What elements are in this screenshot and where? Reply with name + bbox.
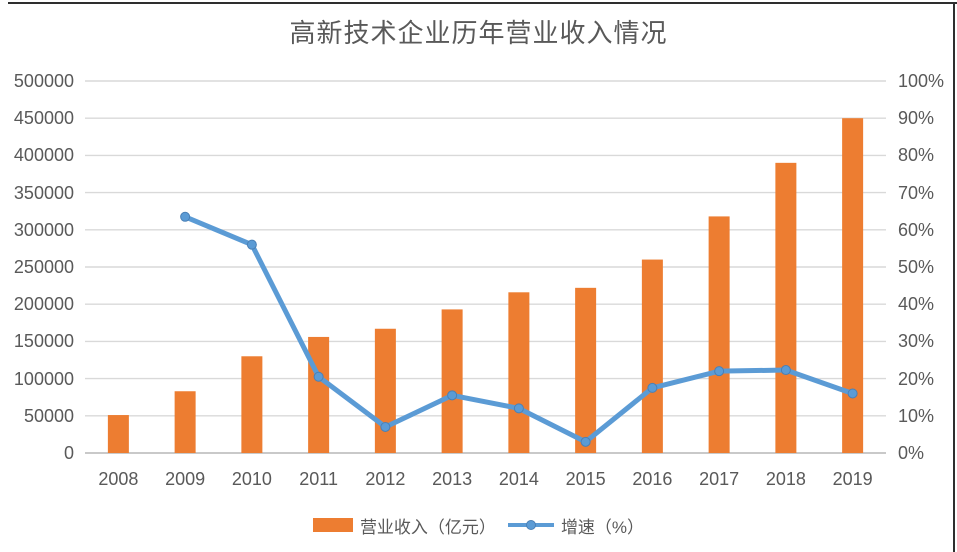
growth-series-label: 增速（%） [560,517,645,537]
y-axis-left-tick-label: 350000 [13,182,74,203]
y-axis-left-tick-label: 400000 [13,145,74,166]
x-axis-tick-label: 2010 [231,469,272,489]
chart-frame-top-border [8,2,957,4]
growth-line-marker [180,211,191,222]
revenue-series-swatch [312,518,353,532]
growth-line-marker [313,371,324,382]
revenue-bar-2008 [107,415,129,453]
y-axis-right-tick-label: 90% [898,108,935,129]
y-axis-right-tick-label: 70% [898,182,935,203]
revenue-bar-2015 [575,287,597,453]
x-axis-tick-label: 2016 [632,469,673,489]
growth-line-marker [246,239,257,250]
revenue-bar-2016 [641,259,663,453]
x-axis-tick-label: 2013 [432,469,473,489]
growth-line-marker [447,390,458,401]
revenue-series-label: 营业收入（亿元） [359,517,496,537]
y-axis-left-tick-label: 300000 [13,219,74,240]
revenue-bar-2017 [708,216,730,453]
growth-line-marker [513,403,524,414]
y-axis-right-tick-label: 60% [898,219,935,240]
y-axis-right-tick-label: 30% [898,331,935,352]
y-axis-right-tick-label: 0% [898,443,925,463]
growth-line-marker [380,421,391,432]
revenue-bar-2014 [508,292,530,453]
y-axis-left-tick-label: 150000 [13,331,74,352]
chart-title: 高新技术企业历年营业收入情况 [289,19,668,49]
y-axis-right-tick-label: 80% [898,145,935,166]
x-axis-tick-label: 2008 [98,469,139,489]
chart-legend: 营业收入（亿元） 增速（%） [0,512,957,538]
revenue-bar-2012 [374,328,396,453]
x-axis-tick-label: 2018 [765,469,806,489]
y-axis-left-tick-label: 450000 [13,108,74,129]
x-axis-tick-label: 2009 [165,469,206,489]
x-axis-tick-label: 2011 [299,469,338,489]
growth-line-marker [647,382,658,393]
y-axis-right-tick-label: 20% [898,368,935,389]
revenue-bar-2013 [441,309,463,453]
growth-series-swatch [507,520,554,530]
y-axis-left-tick-label: 0 [63,443,74,463]
revenue-bar-2010 [241,356,263,453]
x-axis-tick-label: 2015 [565,469,606,489]
growth-line-marker [580,436,591,447]
y-axis-left-tick-label: 250000 [13,257,74,277]
revenue-bar-2019 [842,118,864,453]
x-axis-tick-label: 2019 [832,469,873,489]
y-axis-right-tick-label: 10% [898,405,935,426]
growth-line-marker [847,388,858,399]
x-axis-tick-label: 2014 [498,469,539,489]
legend-item-growth: 增速（%） [507,513,645,538]
growth-line-marker [714,366,725,377]
y-axis-left-tick-label: 200000 [13,294,74,315]
y-axis-left-tick-label: 100000 [13,368,74,389]
y-axis-right-tick-label: 40% [898,294,935,315]
legend-item-revenue: 营业收入（亿元） [312,513,496,538]
revenue-bar-2009 [174,391,196,453]
y-axis-left-tick-label: 50000 [23,405,74,426]
revenue-bar-2011 [308,336,330,453]
y-axis-right-tick-label: 50% [898,257,935,277]
y-axis-left-tick-label: 500000 [13,71,74,91]
x-axis-tick-label: 2012 [365,469,406,489]
growth-line-marker [780,365,791,376]
revenue-bar-2018 [775,162,797,453]
chart-frame-right-border [953,2,955,552]
x-axis-tick-label: 2017 [699,469,740,489]
y-axis-right-tick-label: 100% [898,71,945,91]
